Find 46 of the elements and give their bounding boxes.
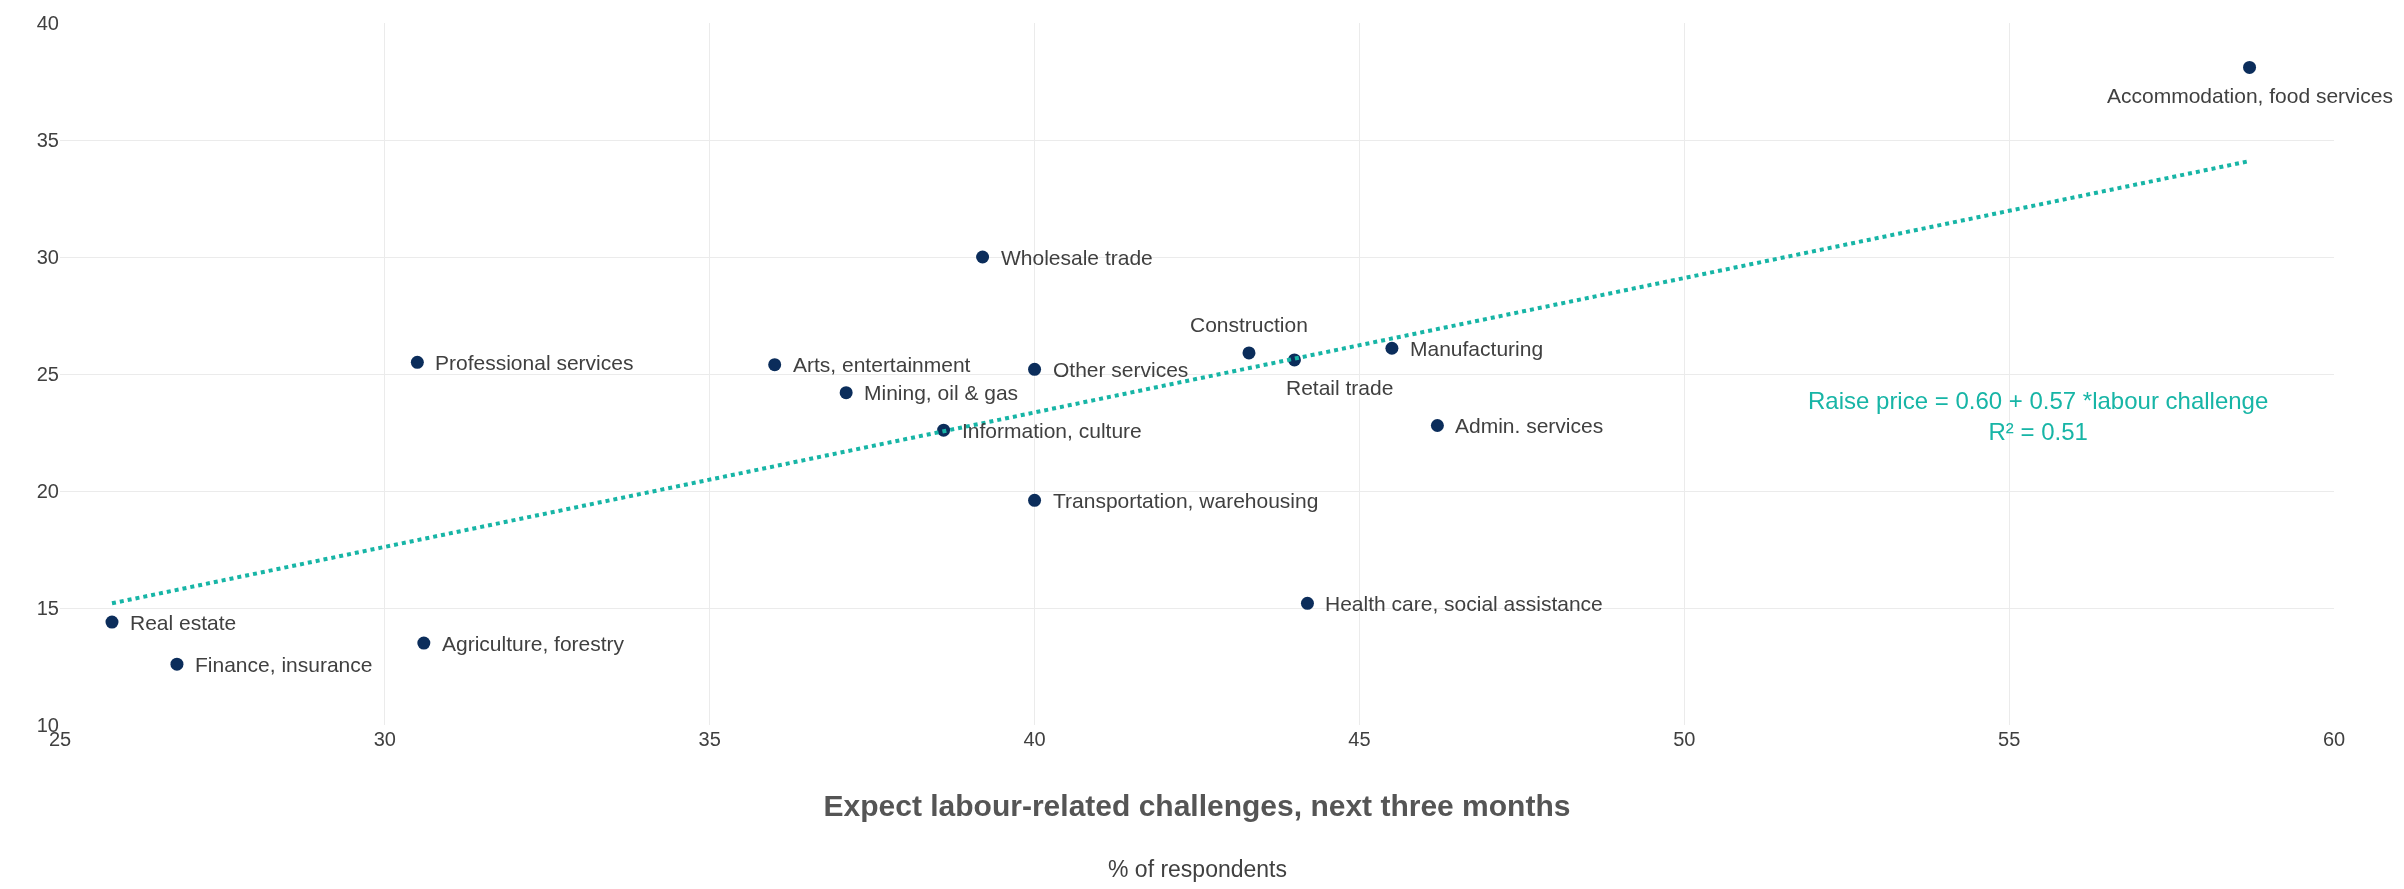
- annotation: Professional services: [435, 351, 634, 374]
- annotation: Mining, oil & gas: [864, 381, 1019, 404]
- point: [976, 250, 990, 264]
- x-axis-title: Expect labour-related challenges, next three months: [823, 788, 1571, 822]
- annotation: Construction: [1190, 313, 1308, 336]
- point: [768, 358, 782, 372]
- x-tick-label: 55: [1998, 728, 2021, 750]
- point: [1385, 341, 1399, 355]
- y-tick-label: 25: [36, 363, 59, 385]
- point: [1028, 493, 1042, 507]
- y-tick-label: 15: [36, 597, 59, 619]
- x-tick-label: 60: [2322, 728, 2346, 750]
- annotation: Raise price = 0.60 + 0.57 *labour challenge R² = 0.51: [1808, 387, 2269, 446]
- point: [1028, 362, 1042, 376]
- x-tick-label: 30: [373, 728, 396, 750]
- point: [1430, 418, 1444, 432]
- annotation: Other services: [1053, 358, 1189, 381]
- point: [1300, 596, 1314, 610]
- annotation: Transportation, warehousing: [1053, 489, 1319, 512]
- annotation: Health care, social assistance: [1325, 592, 1603, 615]
- y-tick-label: 40: [36, 12, 59, 34]
- annotation: Real estate: [130, 611, 237, 634]
- x-tick-label: 40: [1023, 728, 1046, 750]
- annotation: Agriculture, forestry: [442, 632, 625, 655]
- y-tick-label: 20: [36, 480, 59, 502]
- annotation: Arts, entertainment: [793, 353, 971, 376]
- annotation: Manufacturing: [1410, 337, 1544, 360]
- annotation: Information, culture: [962, 419, 1142, 442]
- x-tick-label: 50: [1673, 728, 1696, 750]
- point: [839, 386, 853, 400]
- point: [410, 355, 424, 369]
- point: [417, 636, 431, 650]
- y-tick-label: 35: [36, 129, 59, 151]
- text: % of respondents: [1108, 856, 1288, 882]
- point: [1242, 346, 1256, 360]
- point: [2243, 60, 2257, 74]
- annotation: Retail trade: [1286, 376, 1394, 399]
- y-tick-label: 30: [36, 246, 59, 268]
- annotation: Finance, insurance: [195, 653, 373, 676]
- annotation: Wholesale trade: [1001, 246, 1153, 269]
- x-tick-label: 45: [1348, 728, 1371, 750]
- point: [170, 657, 184, 671]
- annotation: Accommodation, food services: [2107, 84, 2393, 107]
- x-tick-label: 35: [698, 728, 721, 750]
- annotation: Admin. services: [1455, 414, 1604, 437]
- point: [105, 615, 119, 629]
